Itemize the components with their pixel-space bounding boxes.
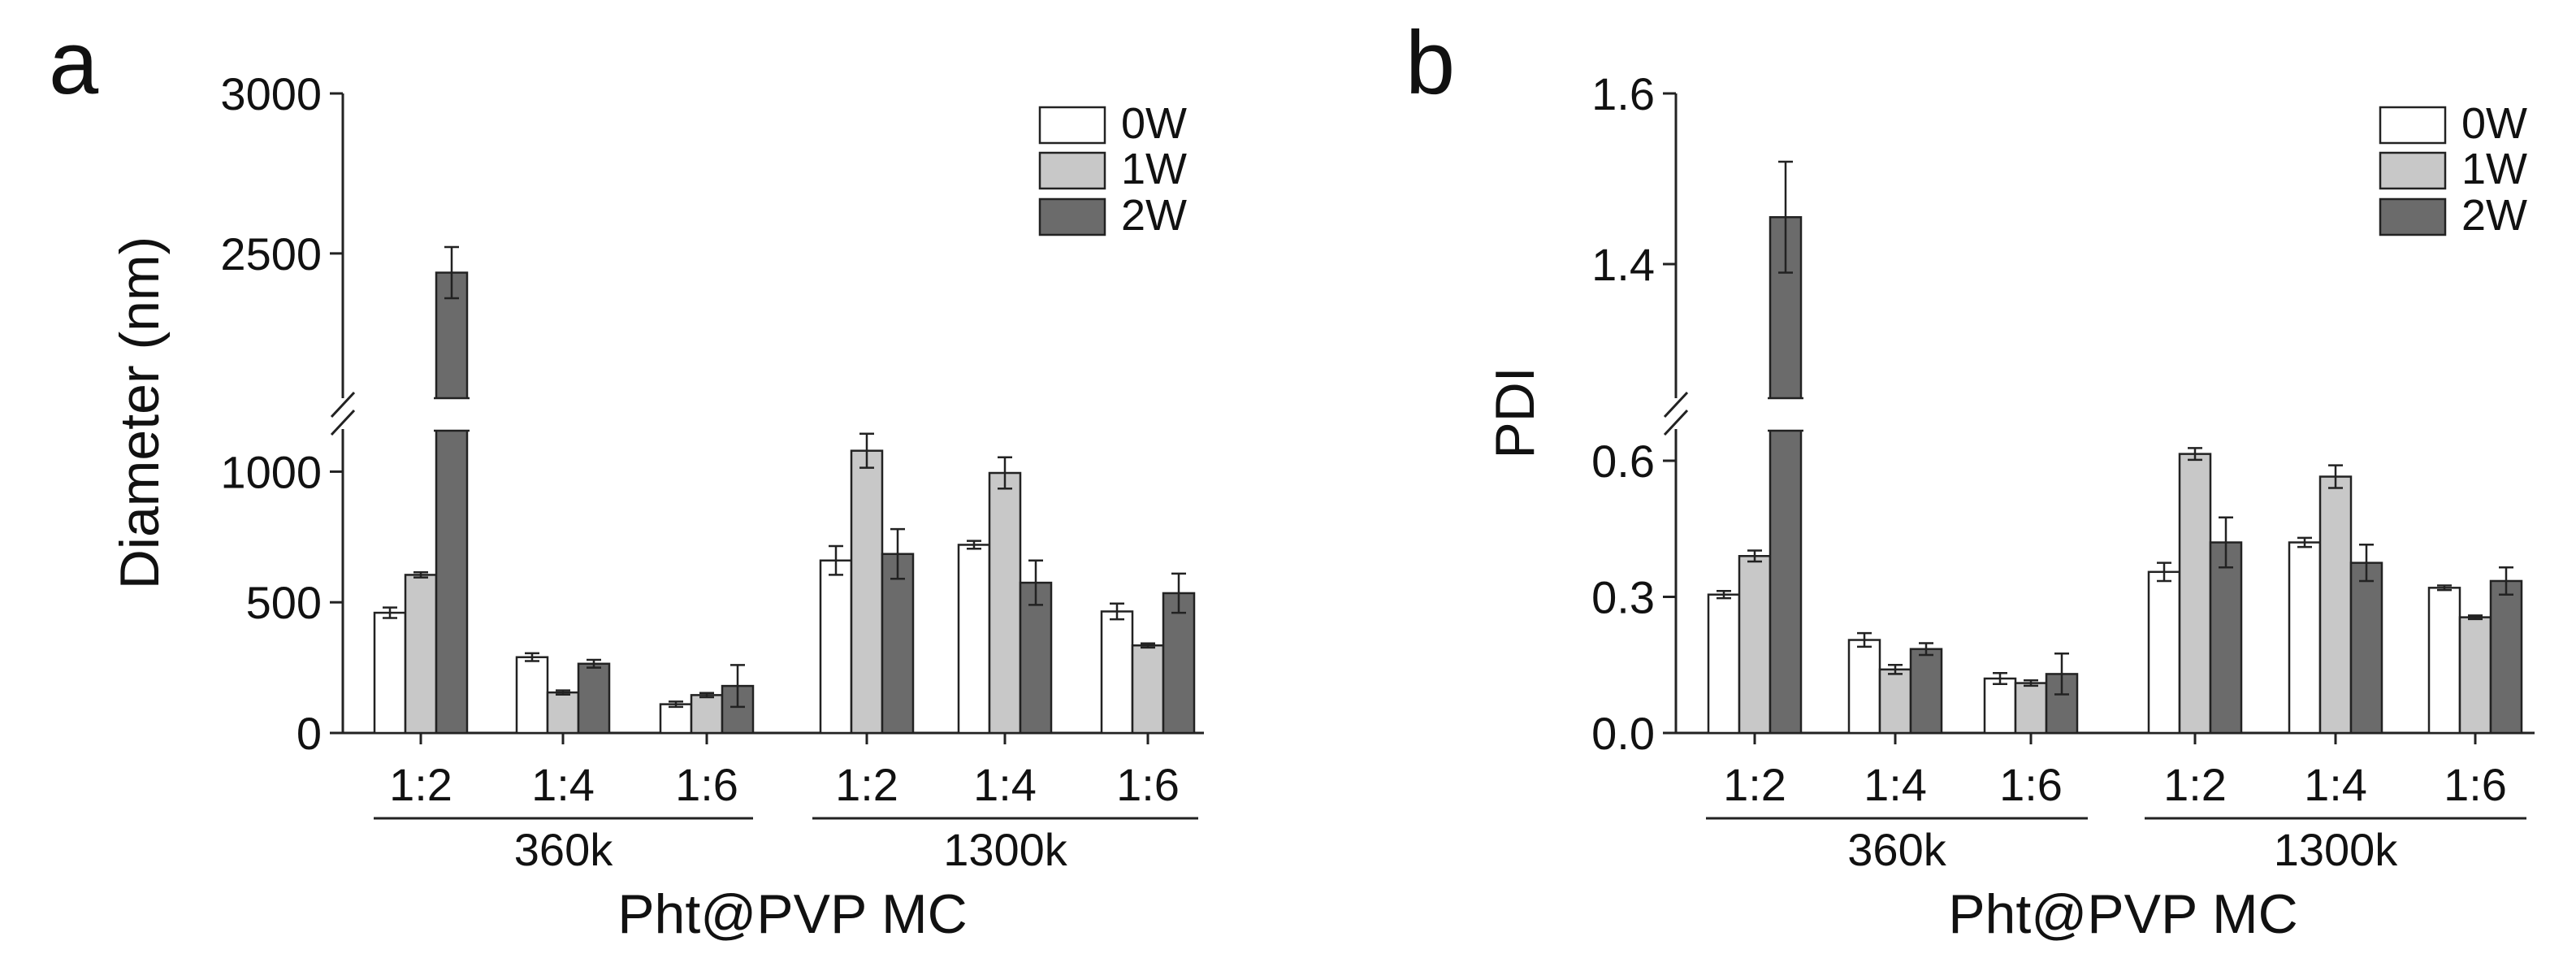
y-tick-label: 0.6: [1591, 436, 1655, 487]
legend-swatch-0W: [2379, 106, 2447, 145]
y-tick-label: 1.6: [1591, 68, 1655, 119]
bar-1W: [1738, 555, 1772, 735]
bar-0W: [515, 656, 549, 735]
bar-2W: [2349, 562, 2383, 735]
group-label: 360k: [1847, 824, 1946, 875]
x-tick-label: 1:4: [973, 759, 1037, 810]
axis-break-mark: [330, 409, 356, 436]
legend-swatch-0W: [1038, 106, 1106, 145]
legend-label: 1W: [2461, 145, 2527, 193]
bar-2W: [435, 271, 469, 735]
x-axis-title: Pht@PVP MC: [617, 883, 968, 945]
bar-1W: [2458, 616, 2492, 735]
y-tick-label: 0.0: [1591, 708, 1655, 759]
legend-label: 0W: [1121, 99, 1187, 148]
bar-2W: [881, 553, 915, 735]
bar-1W: [1878, 668, 1912, 735]
y-tick-label: 1.4: [1591, 239, 1655, 290]
y-tick-label: 0.3: [1591, 572, 1655, 623]
bar-0W: [2427, 587, 2461, 735]
bar-0W: [1983, 677, 2017, 735]
bar-0W: [1707, 593, 1741, 735]
panel-label: b: [1405, 13, 1455, 113]
bar-2W: [2489, 579, 2523, 735]
bar-1W: [690, 694, 724, 735]
axis-break-mark: [1663, 391, 1689, 418]
x-tick-label: 1:2: [835, 759, 898, 810]
bar-1W: [988, 471, 1022, 735]
bar-2W: [1909, 648, 1943, 735]
bar-1W: [404, 574, 438, 735]
bar-0W: [957, 544, 991, 735]
bar-0W: [2147, 570, 2181, 735]
x-tick-label: 1:2: [389, 759, 452, 810]
legend-label: 0W: [2461, 99, 2527, 148]
x-tick-label: 1:6: [2444, 759, 2507, 810]
legend-label: 1W: [1121, 145, 1187, 193]
y-tick-label: 1000: [220, 446, 322, 497]
axis-break-mark: [330, 391, 356, 418]
bar-0W: [659, 703, 693, 735]
group-label: 1300k: [943, 824, 1068, 875]
bar-break-gap: [1768, 398, 1803, 431]
bar-0W: [373, 611, 407, 735]
bar-0W: [1847, 639, 1881, 735]
legend-swatch-2W: [1038, 197, 1106, 236]
x-tick-label: 1:4: [1864, 759, 1927, 810]
bar-2W: [2209, 541, 2243, 735]
legend-swatch-2W: [2379, 197, 2447, 236]
group-label: 360k: [514, 824, 613, 875]
bar-2W: [1019, 581, 1053, 735]
x-axis-title: Pht@PVP MC: [1948, 883, 2298, 945]
legend-label: 2W: [2461, 191, 2527, 240]
y-tick-label: 0: [297, 708, 322, 759]
y-tick-label: 3000: [220, 68, 322, 119]
bar-2W: [1162, 592, 1196, 735]
bar-1W: [1131, 644, 1165, 735]
group-label: 1300k: [2274, 824, 2399, 875]
bar-1W: [850, 449, 884, 735]
legend-label: 2W: [1121, 191, 1187, 240]
legend-swatch-1W: [2379, 151, 2447, 190]
y-tick-label: 2500: [220, 228, 322, 280]
legend-swatch-1W: [1038, 151, 1106, 190]
bar-0W: [819, 559, 853, 735]
panel-label: a: [49, 13, 99, 113]
bar-0W: [2288, 541, 2322, 735]
bar-2W: [1769, 216, 1803, 735]
x-tick-label: 1:4: [531, 759, 595, 810]
y-axis-title: Diameter (nm): [109, 236, 171, 590]
x-tick-label: 1:6: [1116, 759, 1180, 810]
axis-break-mark: [1663, 409, 1689, 436]
bar-1W: [2014, 682, 2048, 735]
bar-1W: [2318, 475, 2353, 735]
x-tick-label: 1:6: [1999, 759, 2063, 810]
bar-2W: [577, 662, 611, 735]
bar-break-gap: [434, 398, 470, 431]
bar-0W: [1100, 610, 1134, 735]
x-tick-label: 1:6: [675, 759, 738, 810]
x-tick-label: 1:2: [2163, 759, 2227, 810]
bar-1W: [546, 691, 580, 735]
x-tick-label: 1:2: [1723, 759, 1786, 810]
y-axis-title: PDI: [1484, 366, 1546, 458]
x-tick-label: 1:4: [2304, 759, 2367, 810]
y-tick-label: 500: [246, 577, 322, 628]
bar-1W: [2178, 453, 2212, 735]
